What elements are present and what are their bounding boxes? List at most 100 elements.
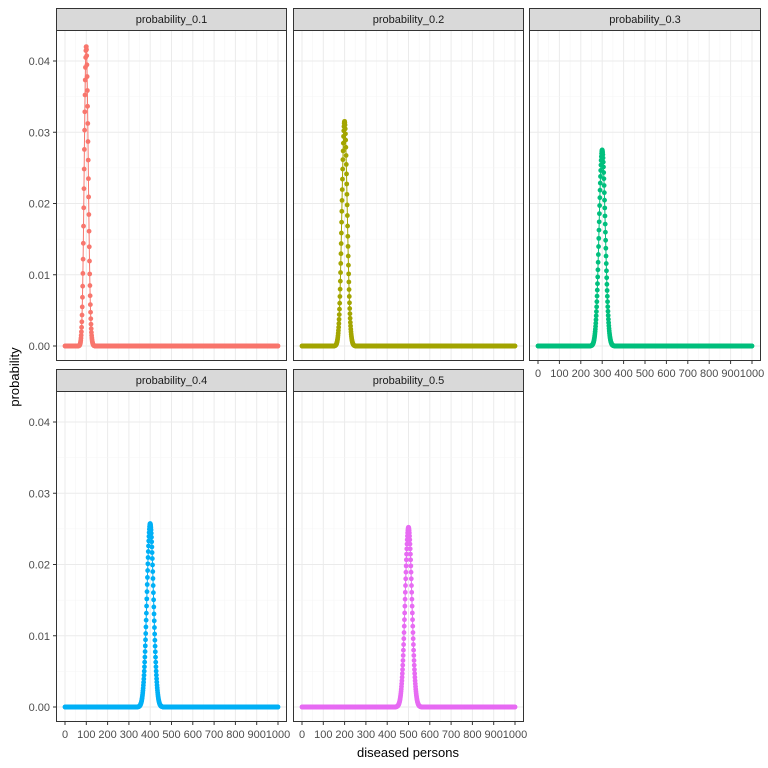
data-point — [601, 176, 607, 182]
data-point — [403, 583, 408, 588]
data-point — [344, 181, 350, 187]
data-point — [411, 662, 417, 668]
data-point — [410, 630, 416, 635]
data-point — [596, 227, 602, 233]
data-point — [339, 187, 345, 193]
data-point — [346, 279, 352, 285]
y-tick-label: 0.00 — [29, 702, 50, 714]
data-point — [407, 541, 413, 547]
data-point — [85, 157, 91, 163]
facet-strip-label: probability_0.3 — [609, 14, 681, 26]
data-point — [152, 625, 157, 630]
data-point — [594, 287, 600, 293]
data-point — [410, 636, 416, 642]
data-point — [87, 302, 93, 308]
data-point — [343, 162, 349, 167]
data-point — [343, 131, 348, 137]
data-point — [600, 159, 606, 165]
data-point — [86, 194, 92, 200]
data-point — [597, 195, 603, 201]
data-point — [603, 229, 608, 235]
data-point — [80, 271, 86, 276]
data-point — [82, 127, 87, 133]
data-point — [347, 300, 352, 306]
data-point — [594, 293, 600, 299]
data-point — [88, 316, 94, 322]
data-point — [336, 316, 342, 322]
x-tick-label: 1000 — [266, 729, 290, 741]
data-point — [337, 306, 342, 312]
data-point — [409, 583, 414, 588]
data-point — [86, 228, 92, 234]
x-tick-label: 100 — [77, 729, 95, 741]
data-point — [407, 546, 413, 552]
data-point — [749, 343, 755, 349]
data-point — [347, 306, 353, 311]
x-tick-label: 100 — [550, 368, 568, 380]
data-point — [408, 569, 414, 575]
data-point — [152, 643, 158, 649]
data-point — [602, 197, 607, 203]
data-point — [604, 293, 610, 299]
data-point — [79, 324, 85, 330]
data-point — [411, 642, 416, 647]
data-point — [337, 294, 343, 299]
data-point — [411, 658, 417, 663]
x-tick-label: 500 — [636, 368, 654, 380]
data-point — [408, 551, 413, 557]
data-point — [82, 109, 88, 115]
data-point — [142, 649, 148, 654]
data-point — [403, 563, 409, 569]
data-point — [339, 219, 345, 225]
data-point — [602, 213, 608, 219]
data-point — [79, 329, 84, 335]
data-point — [411, 647, 417, 653]
data-point — [601, 190, 607, 196]
data-point — [143, 637, 148, 643]
data-point — [84, 47, 89, 52]
data-point — [339, 208, 345, 214]
data-point — [401, 636, 407, 642]
data-point — [144, 596, 150, 602]
data-point — [151, 604, 157, 610]
data-point — [402, 617, 407, 623]
data-point — [343, 137, 349, 143]
data-point — [346, 287, 352, 292]
data-point — [347, 315, 353, 321]
data-point — [150, 569, 156, 575]
data-point — [145, 561, 151, 567]
y-tick-label: 0.01 — [29, 270, 50, 282]
data-point — [603, 245, 609, 251]
y-tick-label: 0.01 — [29, 631, 50, 643]
data-point — [150, 576, 156, 581]
data-point — [343, 153, 349, 158]
data-point — [342, 122, 348, 128]
x-tick-label: 200 — [98, 729, 116, 741]
data-point — [339, 230, 344, 236]
data-point — [143, 631, 149, 636]
data-point — [410, 617, 415, 623]
data-point — [345, 233, 351, 239]
data-point — [409, 589, 415, 595]
data-point — [347, 319, 353, 325]
data-point — [593, 313, 599, 319]
data-point — [150, 562, 155, 568]
data-point — [402, 603, 408, 609]
data-point — [409, 610, 415, 616]
x-tick-label: 400 — [614, 368, 632, 380]
data-point — [81, 205, 87, 211]
data-point — [594, 309, 599, 314]
data-point — [152, 649, 158, 655]
data-point — [338, 261, 344, 266]
data-point — [338, 251, 344, 257]
data-point — [346, 294, 352, 299]
data-point — [402, 610, 408, 616]
data-point — [604, 281, 610, 287]
data-point — [79, 312, 85, 318]
data-point — [596, 219, 602, 225]
facet-strip — [56, 8, 287, 31]
x-tick-label: 200 — [572, 368, 590, 380]
data-point — [275, 343, 281, 349]
data-point — [338, 241, 344, 246]
data-point — [87, 258, 92, 264]
